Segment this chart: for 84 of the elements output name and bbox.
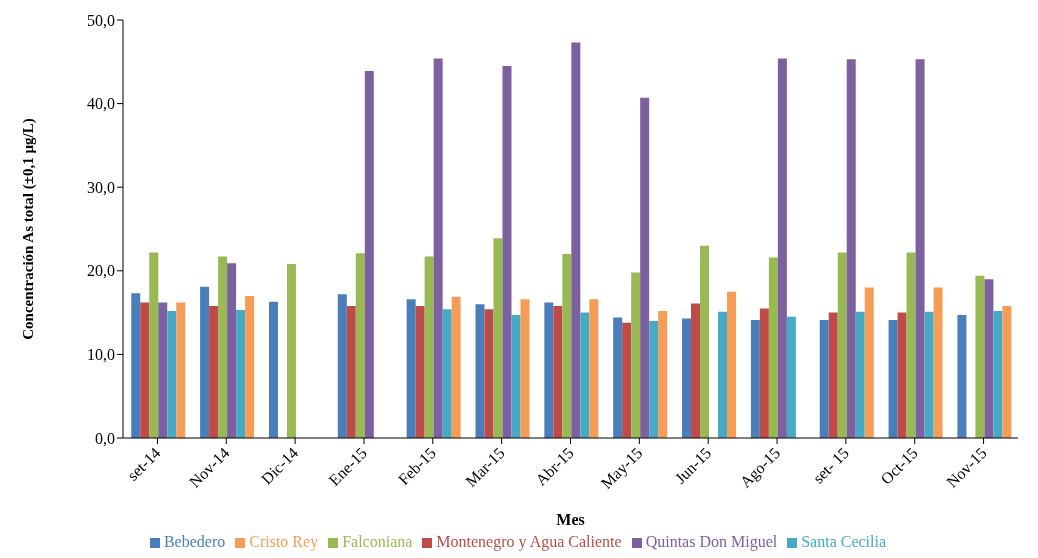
legend-label: Cristo Rey (249, 533, 319, 550)
bar (759, 308, 769, 438)
bar (475, 304, 485, 438)
bar (140, 302, 150, 438)
y-tick-label: 10,0 (87, 346, 115, 364)
y-tick-label: 50,0 (87, 11, 115, 29)
bar (727, 291, 737, 438)
bar (846, 59, 856, 438)
legend-label: Montenegro y Agua Caliente (436, 533, 622, 550)
bar (691, 303, 701, 438)
bar (227, 263, 237, 438)
bar (631, 272, 641, 438)
bar (415, 305, 425, 438)
bar (406, 299, 416, 438)
legend-label: Quintas Don Miguel (645, 533, 778, 550)
bar (658, 310, 668, 438)
bar (176, 302, 186, 438)
bar (864, 287, 874, 438)
bar (149, 252, 159, 438)
bar (640, 97, 650, 438)
legend-label: Bebedero (163, 533, 226, 550)
bar (355, 253, 365, 438)
bar (493, 238, 503, 438)
bar (622, 322, 632, 438)
y-tick-label: 40,0 (87, 95, 115, 113)
bar (451, 296, 461, 438)
bar (218, 256, 228, 438)
bar (750, 320, 760, 438)
bar (906, 252, 916, 438)
bar (520, 299, 530, 438)
bar (346, 305, 356, 438)
bar (167, 310, 177, 438)
bar (855, 311, 865, 438)
bar (888, 320, 898, 438)
bar (209, 305, 219, 438)
bar (786, 316, 796, 438)
bar (1002, 305, 1012, 438)
y-tick-label: 30,0 (87, 178, 115, 196)
bar (442, 309, 452, 438)
bar (700, 245, 710, 438)
y-axis-title: Concentración As total (±0,1 µg/L) (20, 118, 38, 340)
bar (613, 317, 623, 438)
bar (424, 256, 434, 438)
x-axis-title: Mes (556, 511, 585, 528)
bar (975, 275, 985, 438)
bar (718, 311, 728, 438)
bar (544, 302, 554, 438)
bar (828, 312, 838, 438)
bar (553, 305, 563, 438)
bar (819, 320, 829, 438)
bar (158, 302, 168, 438)
bar (502, 65, 512, 438)
bar (562, 254, 572, 438)
bar (777, 58, 787, 438)
x-tick-label: set- 15 (809, 444, 853, 487)
bar (245, 295, 255, 438)
bar (993, 310, 1003, 438)
bar (268, 301, 278, 438)
bar (484, 309, 494, 438)
bar (915, 59, 925, 438)
legend-label: Santa Cecilia (801, 533, 887, 550)
bar (286, 264, 296, 438)
bar (984, 279, 994, 438)
bar (433, 58, 443, 438)
bar (837, 252, 847, 438)
bar (364, 71, 374, 438)
bar (682, 318, 692, 438)
bar (200, 286, 210, 438)
bar (236, 310, 246, 438)
legend-label: Falconiana (342, 533, 413, 550)
bar (131, 293, 141, 438)
bar (957, 315, 967, 438)
bar (511, 315, 521, 438)
bar (924, 311, 934, 438)
bar (649, 320, 659, 438)
y-tick-label: 20,0 (87, 262, 115, 280)
bar (897, 312, 907, 438)
bar (580, 312, 590, 438)
bar (571, 42, 581, 438)
bar (337, 294, 347, 438)
y-tick-label: 0,0 (95, 429, 115, 447)
bar (589, 299, 599, 438)
bar (933, 287, 943, 438)
bar (768, 257, 778, 438)
